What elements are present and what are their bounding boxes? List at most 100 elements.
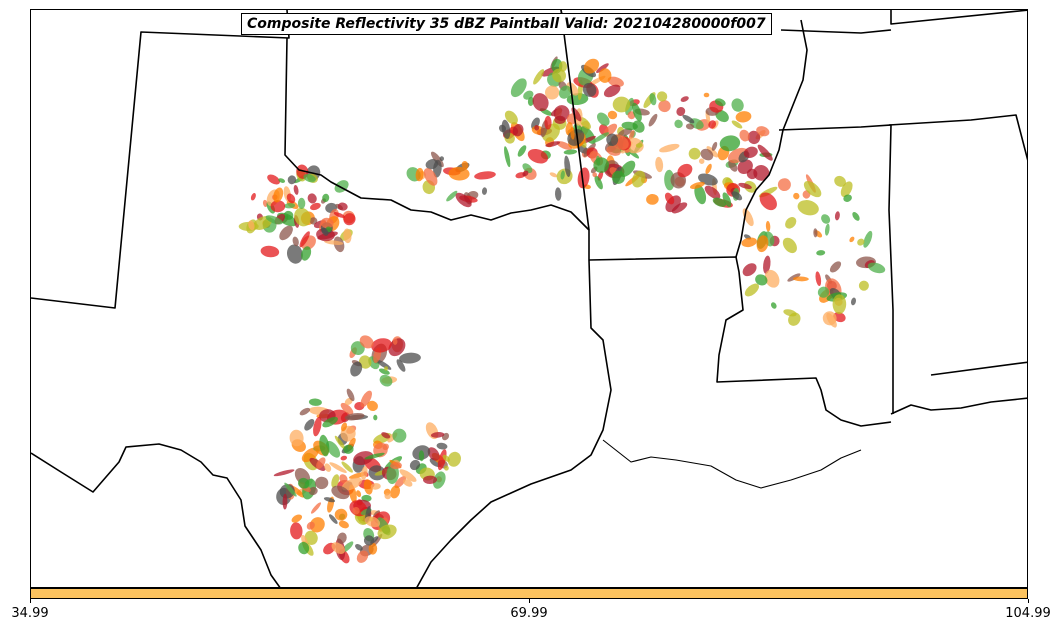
state-boundary (888, 114, 1027, 161)
reflectivity-blob (350, 361, 363, 377)
reflectivity-blob (731, 191, 743, 201)
colorbar-tick-mark (528, 599, 530, 603)
reflectivity-blob (384, 366, 389, 371)
reflectivity-blob (787, 273, 801, 282)
reflectivity-blob (396, 359, 406, 372)
reflectivity-blob (523, 90, 534, 100)
reflectivity-blob (676, 107, 686, 116)
reflectivity-blob (363, 535, 375, 546)
reflectivity-blob (291, 514, 303, 523)
reflectivity-blob (313, 416, 322, 437)
reflectivity-blob (735, 111, 752, 123)
reflectivity-blob (742, 208, 754, 227)
reflectivity-blob (402, 479, 413, 487)
reflectivity-blob (356, 550, 369, 563)
reflectivity-blob (384, 493, 391, 500)
reflectivity-blob (680, 96, 689, 102)
reflectivity-blob (793, 192, 800, 200)
state-boundary (588, 256, 892, 427)
reflectivity-blob (534, 125, 540, 131)
reflectivity-blob (649, 93, 657, 106)
reflectivity-blob (430, 432, 445, 438)
reflectivity-blob (700, 148, 714, 161)
reflectivity-blob (339, 474, 348, 484)
reflectivity-blob (685, 123, 695, 130)
reflectivity-blob (260, 245, 280, 258)
reflectivity-blob (558, 85, 572, 99)
map-frame[interactable] (30, 9, 1028, 588)
reflectivity-blob (371, 338, 392, 353)
reflectivity-blob (338, 520, 349, 529)
reflectivity-blob (598, 68, 612, 83)
reflectivity-blob (744, 283, 759, 297)
reflectivity-blob (340, 422, 348, 432)
reflectivity-blob (320, 217, 334, 229)
reflectivity-blob (334, 435, 346, 450)
reflectivity-blob (315, 476, 329, 490)
reflectivity-blob (501, 119, 511, 139)
reflectivity-blob (299, 407, 311, 416)
reflectivity-blob (743, 146, 758, 158)
reflectivity-blob (785, 216, 797, 229)
reflectivity-blob (363, 479, 373, 495)
reflectivity-blob (399, 352, 421, 364)
state-boundary (31, 443, 281, 587)
reflectivity-blob (656, 91, 668, 102)
reflectivity-blob (512, 124, 524, 137)
reflectivity-blob (556, 168, 573, 185)
reflectivity-blob (442, 454, 450, 462)
reflectivity-blob (278, 178, 286, 183)
reflectivity-blob (334, 180, 349, 193)
reflectivity-blob (343, 213, 356, 226)
reflectivity-blob (631, 170, 646, 188)
reflectivity-blob (648, 113, 658, 127)
reflectivity-blob (356, 490, 362, 498)
reflectivity-blob (301, 246, 312, 261)
reflectivity-blob (289, 429, 304, 447)
state-boundary (780, 29, 892, 34)
reflectivity-blob (566, 82, 579, 96)
reflectivity-blob (298, 541, 310, 555)
reflectivity-blob (341, 477, 363, 491)
reflectivity-blob (597, 112, 610, 126)
reflectivity-blob (319, 434, 330, 457)
reflectivity-blob (307, 193, 317, 204)
reflectivity-blob (337, 532, 347, 544)
reflectivity-blob (658, 100, 671, 113)
reflectivity-blob (306, 521, 315, 530)
reflectivity-blob (596, 63, 609, 73)
reflectivity-blob (331, 485, 350, 500)
reflectivity-blob (621, 121, 638, 131)
reflectivity-blob (664, 169, 675, 191)
reflectivity-blob (556, 141, 572, 150)
reflectivity-blob (592, 132, 610, 143)
reflectivity-blob (564, 155, 571, 178)
reflectivity-blob (705, 163, 712, 174)
reflectivity-blob (851, 297, 856, 306)
reflectivity-blob (592, 172, 598, 178)
reflectivity-blob (427, 447, 440, 461)
reflectivity-blob (443, 465, 449, 471)
reflectivity-blob (334, 508, 348, 521)
reflectivity-blob (340, 455, 348, 461)
map-title: Composite Reflectivity 35 dBZ Paintball … (241, 13, 772, 35)
reflectivity-blob (532, 93, 549, 112)
reflectivity-blob (544, 115, 552, 130)
reflectivity-blob (689, 181, 705, 189)
reflectivity-blob (757, 144, 773, 161)
reflectivity-blob (297, 197, 306, 209)
reflectivity-blob (582, 82, 597, 97)
reflectivity-blob (593, 157, 610, 173)
reflectivity-blob (337, 202, 348, 211)
reflectivity-blob (294, 207, 311, 227)
reflectivity-blob (712, 197, 727, 207)
reflectivity-blob (742, 263, 757, 277)
reflectivity-blob (628, 130, 635, 140)
reflectivity-blob (368, 542, 378, 555)
state-boundary (284, 37, 590, 260)
reflectivity-blob (504, 110, 518, 125)
reflectivity-blob (248, 220, 255, 231)
reflectivity-blob (560, 170, 565, 180)
reflectivity-blob (813, 228, 818, 238)
reflectivity-paintball-layer (238, 56, 886, 564)
